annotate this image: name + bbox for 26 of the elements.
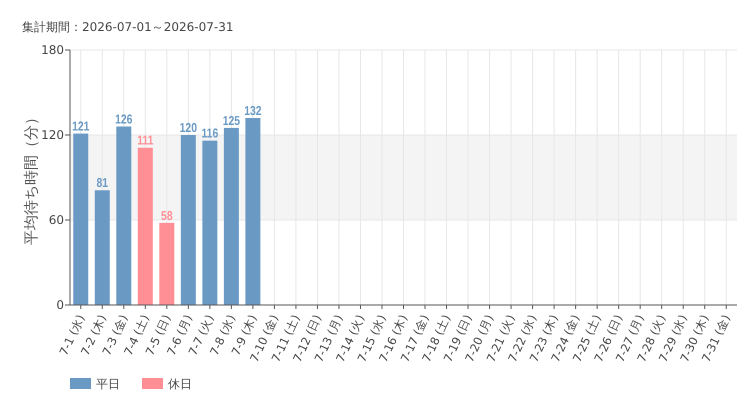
bar (180, 135, 196, 305)
y-tick-label: 0 (56, 298, 64, 312)
data-label: 81 (96, 176, 108, 191)
bar (94, 190, 110, 305)
chart-title: 集計期間：2026-07-01～2026-07-31 (22, 20, 234, 34)
data-label: 111 (137, 134, 154, 148)
data-label: 58 (161, 208, 174, 224)
bar (116, 126, 132, 305)
data-label: 126 (115, 112, 133, 127)
y-axis-title: 平均待ち時間（分） (22, 110, 40, 245)
bar (245, 118, 260, 305)
data-label: 120 (180, 120, 198, 136)
bar (202, 140, 218, 305)
y-tick-label: 60 (48, 213, 64, 227)
data-label: 125 (222, 114, 240, 128)
bar (73, 134, 88, 305)
data-label: 116 (201, 126, 219, 141)
legend-label: 平日 (96, 377, 120, 391)
data-label: 121 (72, 120, 90, 134)
data-label: 132 (244, 104, 262, 118)
bar (159, 222, 174, 305)
y-tick-label: 180 (41, 43, 64, 57)
y-tick-label: 120 (41, 128, 64, 142)
bar (138, 148, 153, 305)
legend-label: 休日 (168, 377, 192, 391)
bar (224, 128, 239, 305)
